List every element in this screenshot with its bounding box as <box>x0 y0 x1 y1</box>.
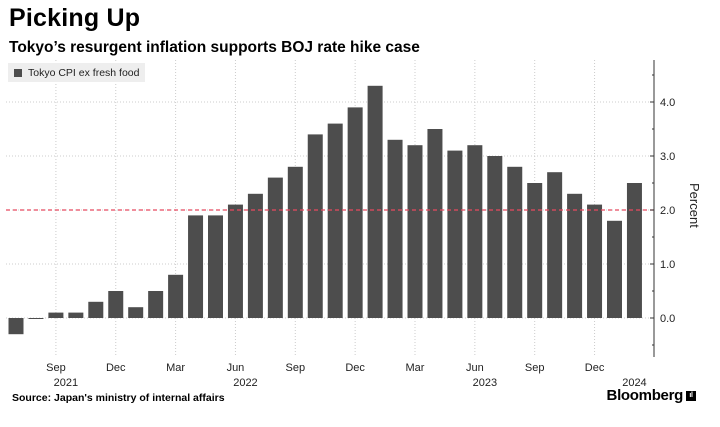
x-tick-label: Dec <box>106 362 126 374</box>
bar <box>547 172 563 318</box>
chart-subtitle: Tokyo’s resurgent inflation supports BOJ… <box>9 39 420 56</box>
y-tick-label: 4.0 <box>660 97 675 109</box>
x-year-label: 2023 <box>473 377 497 389</box>
x-tick-label: Mar <box>166 362 185 374</box>
bar <box>327 123 343 318</box>
bar <box>567 193 583 318</box>
x-year-label: 2022 <box>233 377 257 389</box>
x-tick-label: Dec <box>585 362 605 374</box>
bar <box>247 193 263 318</box>
bar <box>208 215 223 318</box>
x-year-label: 2024 <box>622 377 646 389</box>
bar <box>88 301 104 318</box>
y-tick-label: 3.0 <box>660 151 675 163</box>
bar <box>148 291 164 318</box>
bar <box>168 274 184 318</box>
source-note: Source: Japan's ministry of internal aff… <box>12 392 225 404</box>
bar <box>407 145 423 318</box>
bar <box>8 318 24 335</box>
brand-name: Bloomberg <box>606 387 684 404</box>
x-tick-label: Sep <box>46 362 66 374</box>
bar <box>188 215 204 318</box>
legend-label: Tokyo CPI ex fresh food <box>28 66 140 79</box>
bar <box>626 183 642 318</box>
x-tick-label: Jun <box>466 362 484 374</box>
bar <box>227 204 243 318</box>
bar <box>607 220 622 318</box>
bloomberg-logo: Bloomberg ıl <box>607 387 696 404</box>
legend-swatch <box>14 68 22 77</box>
bar <box>128 307 144 318</box>
y-tick-label: 1.0 <box>660 259 675 271</box>
bar <box>267 177 283 318</box>
brand-mark-icon: ıl <box>686 390 696 401</box>
bar <box>48 312 64 318</box>
bar <box>108 291 124 318</box>
x-tick-label: Dec <box>345 362 365 374</box>
y-axis-title: Percent <box>687 183 702 228</box>
y-tick-label: 0.0 <box>660 313 675 325</box>
bar <box>367 85 383 318</box>
bar <box>527 183 543 318</box>
bar <box>307 134 323 318</box>
x-tick-label: Sep <box>286 362 306 374</box>
bar <box>447 150 463 318</box>
x-year-label: 2021 <box>54 377 78 389</box>
bar <box>487 156 503 318</box>
bar <box>427 129 443 318</box>
x-tick-label: Mar <box>406 362 425 374</box>
bar <box>28 318 44 319</box>
x-tick-label: Sep <box>525 362 545 374</box>
bar <box>387 139 403 318</box>
bar <box>347 107 363 319</box>
x-tick-label: Jun <box>227 362 245 374</box>
y-tick-label: 2.0 <box>660 205 675 217</box>
chart-legend: Tokyo CPI ex fresh food <box>8 63 146 82</box>
bar <box>467 145 483 318</box>
bar <box>587 204 603 318</box>
chart-title: Picking Up <box>9 4 141 32</box>
bar <box>507 166 523 318</box>
bar <box>287 166 303 318</box>
bar <box>68 312 84 318</box>
